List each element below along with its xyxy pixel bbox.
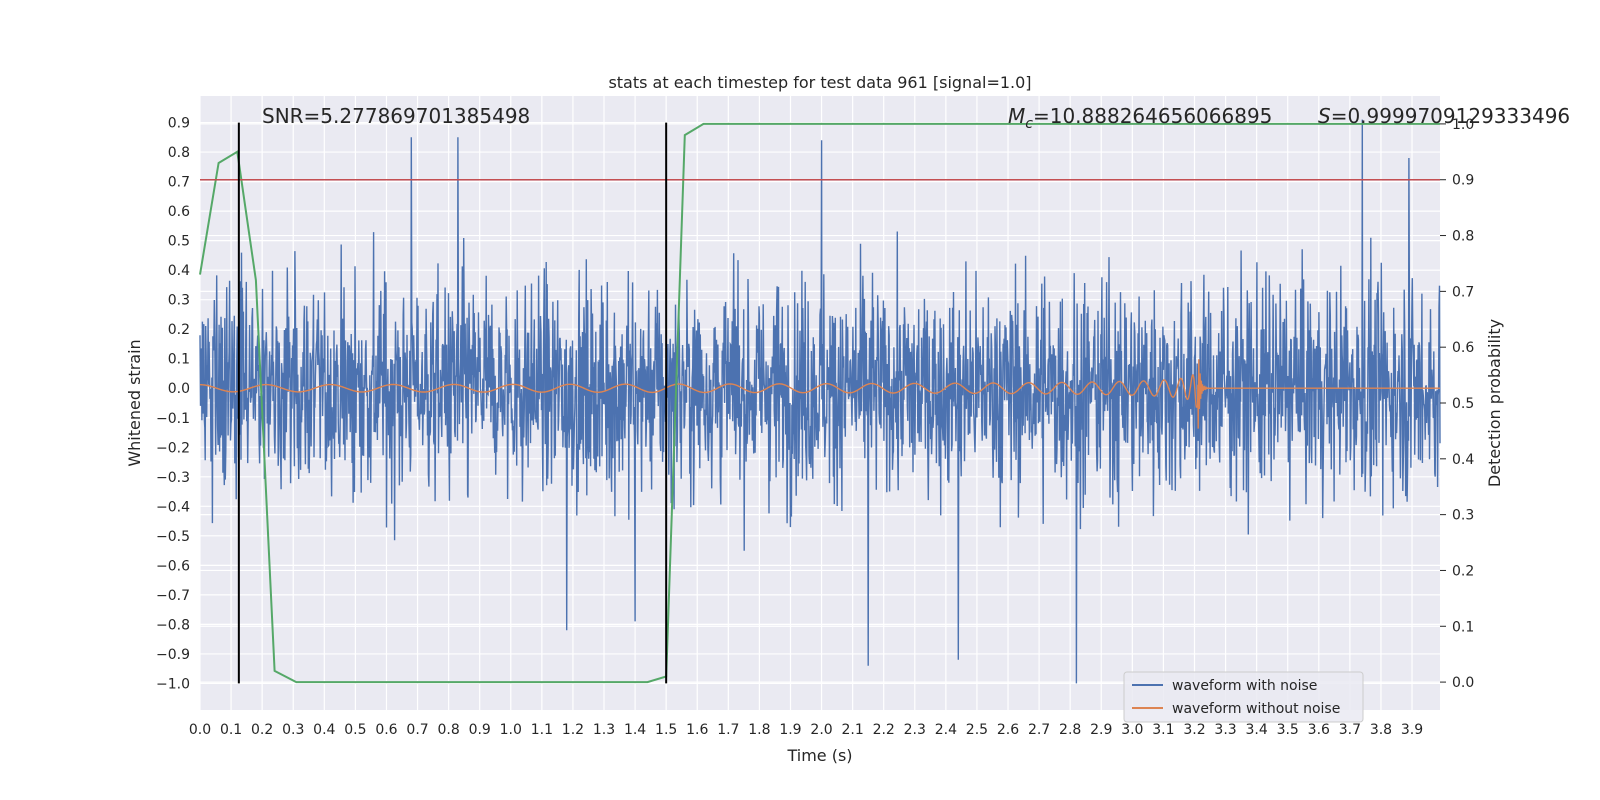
- x-tick-label: 2.6: [997, 722, 1019, 738]
- x-axis-ticks: 0.0 0.1 0.2 0.3 0.4 0.5 0.6 0.7 0.8 0.9 1.0 1.1 1.2 1…: [189, 722, 1423, 738]
- y-right-tick-label: 1.0: [1452, 117, 1474, 133]
- y-left-tick-label: −0.3: [156, 470, 190, 486]
- y-left-tick-label: 0.5: [168, 234, 190, 250]
- x-tick-label: 0.4: [313, 722, 335, 738]
- legend-entry-noisy: waveform with noise: [1172, 678, 1317, 694]
- x-tick-label: 3.3: [1214, 722, 1236, 738]
- x-tick-label: 1.0: [500, 722, 522, 738]
- x-tick-label: 3.2: [1183, 722, 1205, 738]
- x-tick-label: 0.9: [469, 722, 491, 738]
- x-tick-label: 2.9: [1090, 722, 1112, 738]
- chirp-mass-value: =10.888264656066895: [1033, 104, 1272, 128]
- y-axis-left-label: Whitened strain: [125, 339, 144, 466]
- x-tick-label: 2.5: [966, 722, 988, 738]
- x-tick-label: 3.4: [1246, 722, 1268, 738]
- x-tick-label: 2.0: [810, 722, 832, 738]
- y-left-tick-label: −0.6: [156, 558, 190, 574]
- x-tick-label: 0.7: [406, 722, 428, 738]
- series-waveform-without-noise: [200, 359, 1440, 429]
- legend-entry-clean: waveform without noise: [1172, 701, 1340, 717]
- y-right-tick-label: 0.6: [1452, 340, 1474, 356]
- s-symbol: S: [1318, 104, 1331, 128]
- probability-line: [199, 122, 1440, 684]
- y-left-tick-label: −0.7: [156, 588, 190, 604]
- y-left-tick-label: 0.7: [168, 175, 190, 191]
- x-tick-label: 3.7: [1339, 722, 1361, 738]
- chirp-mass-annotation: Mc=10.888264656066895: [1008, 104, 1272, 132]
- y-left-tick-label: 0.0: [168, 381, 190, 397]
- x-tick-label: 3.8: [1370, 722, 1392, 738]
- x-tick-label: 1.1: [531, 722, 553, 738]
- y-axis-left-ticks: 0.9 0.8 0.7 0.6 0.5 0.4 0.3 0.2 0.1 0.0 −0.1 −0.2 −0…: [156, 116, 190, 693]
- x-tick-label: 1.4: [624, 722, 646, 738]
- vertical-markers: [237, 122, 668, 684]
- y-right-tick-label: 0.2: [1452, 563, 1474, 579]
- series-waveform-with-noise: [199, 119, 1441, 684]
- y-right-tick-label: 0.7: [1452, 284, 1474, 300]
- y-left-tick-label: 0.6: [168, 204, 190, 220]
- legend: waveform with noise waveform without noi…: [1123, 671, 1364, 723]
- x-tick-label: 1.8: [748, 722, 770, 738]
- chirp-mass-symbol: M: [1008, 104, 1025, 128]
- x-tick-label: 0.1: [220, 722, 242, 738]
- x-tick-label: 2.3: [904, 722, 926, 738]
- x-tick-label: 0.3: [282, 722, 304, 738]
- x-tick-label: 0.5: [344, 722, 366, 738]
- x-tick-label: 1.2: [562, 722, 584, 738]
- s-value: =0.9999709129333496: [1331, 104, 1570, 128]
- x-axis-label: Time (s): [786, 746, 852, 765]
- series-detection-probability: [199, 122, 1440, 684]
- noisy-waveform-line: [199, 119, 1441, 684]
- y-left-tick-label: −0.1: [156, 411, 190, 427]
- y-left-tick-label: 0.4: [168, 263, 190, 279]
- x-tick-label: 0.2: [251, 722, 273, 738]
- y-left-tick-label: 0.8: [168, 145, 190, 161]
- x-tick-label: 2.8: [1059, 722, 1081, 738]
- legend-box: [1123, 671, 1364, 723]
- y-left-tick-label: −0.2: [156, 440, 190, 456]
- y-axis-right-ticks: 1.0 0.9 0.8 0.7 0.6 0.5 0.4 0.3 0.2 0.1 0.0: [1440, 117, 1474, 691]
- clean-waveform-line: [200, 359, 1440, 429]
- x-tick-label: 0.8: [437, 722, 459, 738]
- x-tick-label: 0.0: [189, 722, 211, 738]
- x-tick-label: 1.9: [779, 722, 801, 738]
- s-annotation: S=0.9999709129333496: [1318, 104, 1570, 128]
- y-left-tick-label: 0.1: [168, 352, 190, 368]
- y-left-tick-label: 0.3: [168, 293, 190, 309]
- y-left-tick-label: −1.0: [156, 676, 190, 692]
- y-left-tick-label: 0.2: [168, 322, 190, 338]
- x-tick-label: 1.6: [686, 722, 708, 738]
- y-right-tick-label: 0.3: [1452, 508, 1474, 524]
- y-right-tick-label: 0.0: [1452, 675, 1474, 691]
- snr-annotation: SNR=5.277869701385498: [262, 104, 530, 128]
- x-tick-label: 3.9: [1401, 722, 1423, 738]
- x-tick-label: 3.0: [1121, 722, 1143, 738]
- x-tick-label: 2.1: [841, 722, 863, 738]
- x-tick-label: 2.7: [1028, 722, 1050, 738]
- x-tick-label: 3.1: [1152, 722, 1174, 738]
- x-tick-label: 1.3: [593, 722, 615, 738]
- y-left-tick-label: −0.4: [156, 499, 190, 515]
- y-axis-right-label: Detection probability: [1485, 319, 1504, 487]
- y-right-tick-label: 0.8: [1452, 229, 1474, 245]
- y-right-tick-label: 0.4: [1452, 452, 1474, 468]
- chart-title: stats at each timestep for test data 961…: [608, 73, 1031, 92]
- y-right-tick-label: 0.5: [1452, 396, 1474, 412]
- x-tick-label: 0.6: [375, 722, 397, 738]
- y-right-tick-label: 0.1: [1452, 619, 1474, 635]
- y-left-tick-label: 0.9: [168, 116, 190, 132]
- x-tick-label: 1.5: [655, 722, 677, 738]
- y-left-tick-label: −0.9: [156, 647, 190, 663]
- x-tick-label: 2.2: [873, 722, 895, 738]
- x-tick-label: 3.5: [1277, 722, 1299, 738]
- y-left-tick-label: −0.8: [156, 617, 190, 633]
- x-tick-label: 2.4: [935, 722, 957, 738]
- y-right-tick-label: 0.9: [1452, 173, 1474, 189]
- x-tick-label: 1.7: [717, 722, 739, 738]
- chirp-mass-subscript: c: [1025, 116, 1033, 132]
- y-left-tick-label: −0.5: [156, 529, 190, 545]
- x-tick-label: 3.6: [1308, 722, 1330, 738]
